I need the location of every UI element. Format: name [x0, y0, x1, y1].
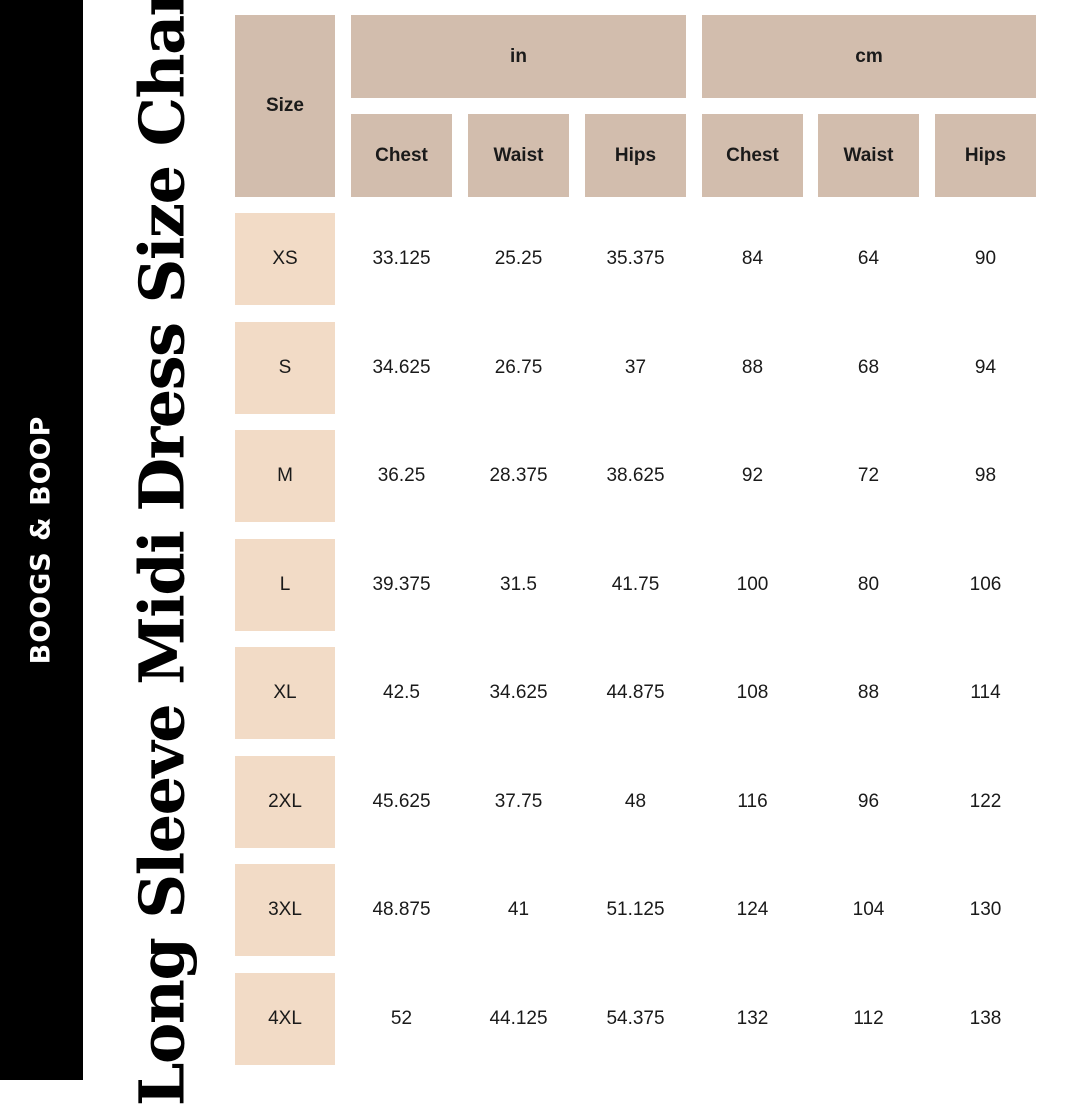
size-label: XS: [235, 213, 335, 305]
table-cell: 41: [507, 899, 530, 920]
column-header-waist: Waist: [818, 114, 919, 197]
table-cell: 116: [737, 790, 768, 812]
table-cell: 25.25: [494, 248, 543, 269]
table-cell: 33.125: [372, 248, 431, 269]
size-column-header: Size: [235, 15, 335, 197]
table-cell: 34.625: [489, 682, 548, 703]
brand-sidebar: BOOGS & BOOP: [0, 0, 83, 1080]
table-cell: 64: [857, 248, 880, 269]
size-label: XL: [235, 647, 335, 739]
brand-logo: BOOGS & BOOP: [25, 415, 57, 665]
table-cell: 36.25: [377, 465, 426, 486]
table-cell: 31.5: [500, 573, 537, 595]
table-cell: 108: [736, 682, 769, 703]
column-header-chest: Chest: [702, 114, 803, 197]
table-cell: 100: [736, 573, 769, 595]
table-cell: 37: [624, 356, 647, 378]
table-cell: 90: [974, 248, 997, 269]
table-cell: 51.125: [606, 899, 665, 920]
table-cell: 88: [741, 356, 764, 378]
table-cell: 44.875: [606, 682, 665, 703]
table-cell: 37.75: [494, 790, 543, 812]
table-cell: 48: [624, 790, 647, 812]
table-cell: 45.625: [372, 790, 431, 812]
table-cell: 72: [857, 465, 880, 486]
table-cell: 54.375: [606, 1007, 665, 1029]
table-cell: 132: [736, 1007, 769, 1029]
table-cell: 41.75: [611, 573, 660, 595]
page-title: Long Sleeve Midi Dress Size Chart: [125, 0, 199, 1106]
table-cell: 52: [390, 1007, 413, 1029]
size-label: L: [235, 538, 335, 631]
table-cell: 106: [969, 573, 1002, 595]
table-cell: 34.625: [372, 356, 431, 378]
table-cell: 44.125: [489, 1007, 548, 1029]
table-cell: 130: [969, 899, 1002, 920]
column-header-waist: Waist: [468, 114, 569, 197]
size-label: 3XL: [235, 864, 335, 956]
table-cell: 114: [970, 682, 1001, 703]
table-cell: 42.5: [383, 682, 420, 703]
size-label: M: [235, 430, 335, 522]
table-cell: 88: [857, 682, 880, 703]
table-cell: 94: [974, 356, 997, 378]
table-cell: 112: [853, 1007, 884, 1029]
table-cell: 68: [857, 356, 880, 378]
unit-group-header-cm: cm: [702, 15, 1036, 98]
table-cell: 104: [852, 899, 885, 920]
unit-group-header-in: in: [351, 15, 686, 98]
table-cell: 80: [857, 573, 880, 595]
table-cell: 98: [974, 465, 997, 486]
table-cell: 28.375: [489, 465, 548, 486]
table-cell: 84: [741, 248, 764, 269]
column-header-hips: Hips: [935, 114, 1036, 197]
table-cell: 124: [736, 899, 769, 920]
table-cell: 96: [857, 790, 880, 812]
table-cell: 39.375: [372, 573, 431, 595]
table-cell: 48.875: [372, 899, 431, 920]
table-cell: 38.625: [606, 465, 665, 486]
column-header-chest: Chest: [351, 114, 452, 197]
size-label: S: [235, 321, 335, 414]
size-label: 4XL: [235, 972, 335, 1065]
table-cell: 26.75: [494, 356, 543, 378]
table-cell: 92: [741, 465, 764, 486]
column-header-hips: Hips: [585, 114, 686, 197]
table-cell: 122: [969, 790, 1002, 812]
table-cell: 35.375: [606, 248, 665, 269]
size-label: 2XL: [235, 755, 335, 848]
table-cell: 138: [969, 1007, 1002, 1029]
